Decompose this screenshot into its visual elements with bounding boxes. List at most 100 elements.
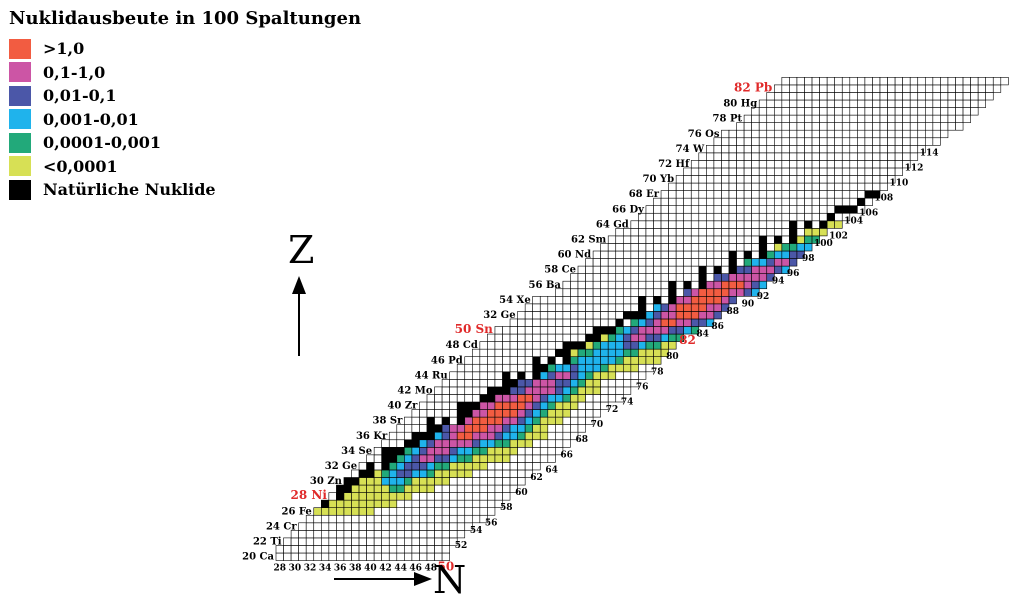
nuclide-cell	[509, 348, 518, 357]
fission-yield-cell	[585, 386, 594, 395]
stable-nuclide-cell	[638, 303, 647, 312]
nuclide-cell	[660, 235, 669, 244]
nuclide-cell	[532, 333, 541, 342]
nuclide-cell	[471, 469, 481, 478]
fission-yield-cell	[766, 265, 775, 274]
stable-nuclide-cell	[411, 431, 420, 441]
nuclide-cell	[509, 326, 518, 335]
nuclide-cell	[275, 552, 284, 561]
fission-yield-cell	[607, 348, 617, 357]
nuclide-cell	[562, 311, 571, 320]
nuclide-cell	[879, 122, 888, 131]
nuclide-cell	[834, 145, 843, 154]
nuclide-cell	[660, 288, 669, 297]
fission-yield-cell	[555, 394, 564, 403]
nuclide-cell	[947, 77, 956, 86]
nuclide-cell	[789, 197, 798, 206]
nuclide-cell	[932, 84, 941, 93]
nuclide-cell	[841, 137, 851, 146]
nuclide-cell	[675, 258, 685, 267]
nuclide-cell	[388, 439, 398, 448]
nuclide-cell	[562, 326, 571, 335]
stable-nuclide-cell	[555, 348, 564, 357]
nuclide-cell	[373, 446, 382, 456]
nuclide-cell	[834, 92, 843, 101]
fission-yield-cell	[494, 454, 503, 463]
nuclide-cell	[524, 333, 534, 342]
nuclide-cell	[283, 537, 292, 546]
stable-nuclide-cell	[698, 280, 707, 290]
neutron-label: 62	[530, 473, 543, 483]
fission-yield-cell	[706, 280, 715, 290]
nuclide-cell	[456, 477, 466, 486]
nuclide-cell	[668, 220, 677, 229]
nuclide-cell	[766, 197, 775, 206]
nuclide-cell	[683, 220, 692, 229]
nuclide-cell	[857, 190, 866, 199]
fission-yield-cell	[449, 469, 458, 478]
nuclide-cell	[834, 122, 843, 131]
nuclide-cell	[924, 77, 934, 86]
fission-yield-cell	[494, 394, 503, 403]
nuclide-cell	[592, 295, 601, 305]
fission-yield-cell	[456, 439, 466, 448]
nuclide-cell	[645, 295, 654, 305]
nuclide-cell	[411, 507, 420, 516]
nuclide-cell	[411, 492, 420, 501]
fission-yield-cell	[524, 431, 534, 441]
nuclide-cell	[320, 545, 330, 554]
nuclide-cell	[373, 507, 382, 516]
nuclide-cell	[819, 182, 828, 191]
nuclide-cell	[713, 167, 722, 176]
nuclide-cell	[736, 137, 745, 146]
fission-yield-cell	[600, 333, 609, 342]
nuclide-cell	[607, 394, 617, 403]
nuclide-cell	[789, 152, 798, 161]
nuclide-cell	[555, 326, 564, 335]
nuclide-cell	[826, 175, 836, 184]
fission-yield-cell	[539, 394, 549, 403]
fission-yield-cell	[600, 341, 609, 350]
legend-label: 0,0001-0,001	[43, 133, 161, 153]
fission-yield-cell	[471, 424, 481, 433]
nuclide-cell	[940, 107, 949, 116]
fission-yield-cell	[449, 431, 458, 441]
nuclide-cell	[751, 160, 760, 169]
nuclide-cell	[358, 537, 367, 546]
nuclide-cell	[388, 431, 398, 441]
nuclide-cell	[668, 265, 677, 274]
nuclide-cell	[796, 228, 805, 237]
nuclide-cell	[887, 114, 896, 123]
nuclide-cell	[796, 107, 805, 116]
nuclide-cell	[555, 424, 564, 433]
nuclide-cell	[404, 545, 413, 554]
neutron-label: 102	[829, 231, 848, 241]
nuclide-cell	[487, 469, 496, 478]
fission-yield-cell	[464, 431, 473, 441]
fission-yield-cell	[479, 446, 488, 456]
fission-yield-cell	[517, 424, 526, 433]
fission-yield-cell	[570, 386, 579, 395]
nuclide-cell	[555, 431, 564, 441]
nuclide-cell	[834, 114, 843, 123]
fission-yield-cell	[404, 462, 413, 471]
fission-yield-cell	[668, 318, 677, 327]
nuclide-cell	[781, 137, 790, 146]
nuclide-cell	[366, 522, 375, 531]
nuclide-cell	[449, 477, 458, 486]
nuclide-cell	[683, 190, 692, 199]
fission-yield-cell	[570, 401, 579, 410]
fission-yield-cell	[509, 386, 518, 395]
neutron-label: 42	[379, 564, 392, 574]
nuclide-cell	[675, 197, 685, 206]
nuclide-cell	[955, 107, 964, 116]
nuclide-cell	[849, 129, 858, 139]
nuclide-cell	[857, 160, 866, 169]
nuclide-cell	[894, 107, 903, 116]
nuclide-cell	[894, 99, 903, 108]
neutron-label: 46	[409, 564, 422, 574]
nuclide-cell	[773, 129, 783, 139]
fission-yield-cell	[434, 454, 443, 463]
nuclide-cell	[449, 522, 458, 531]
fission-yield-cell	[547, 379, 556, 388]
